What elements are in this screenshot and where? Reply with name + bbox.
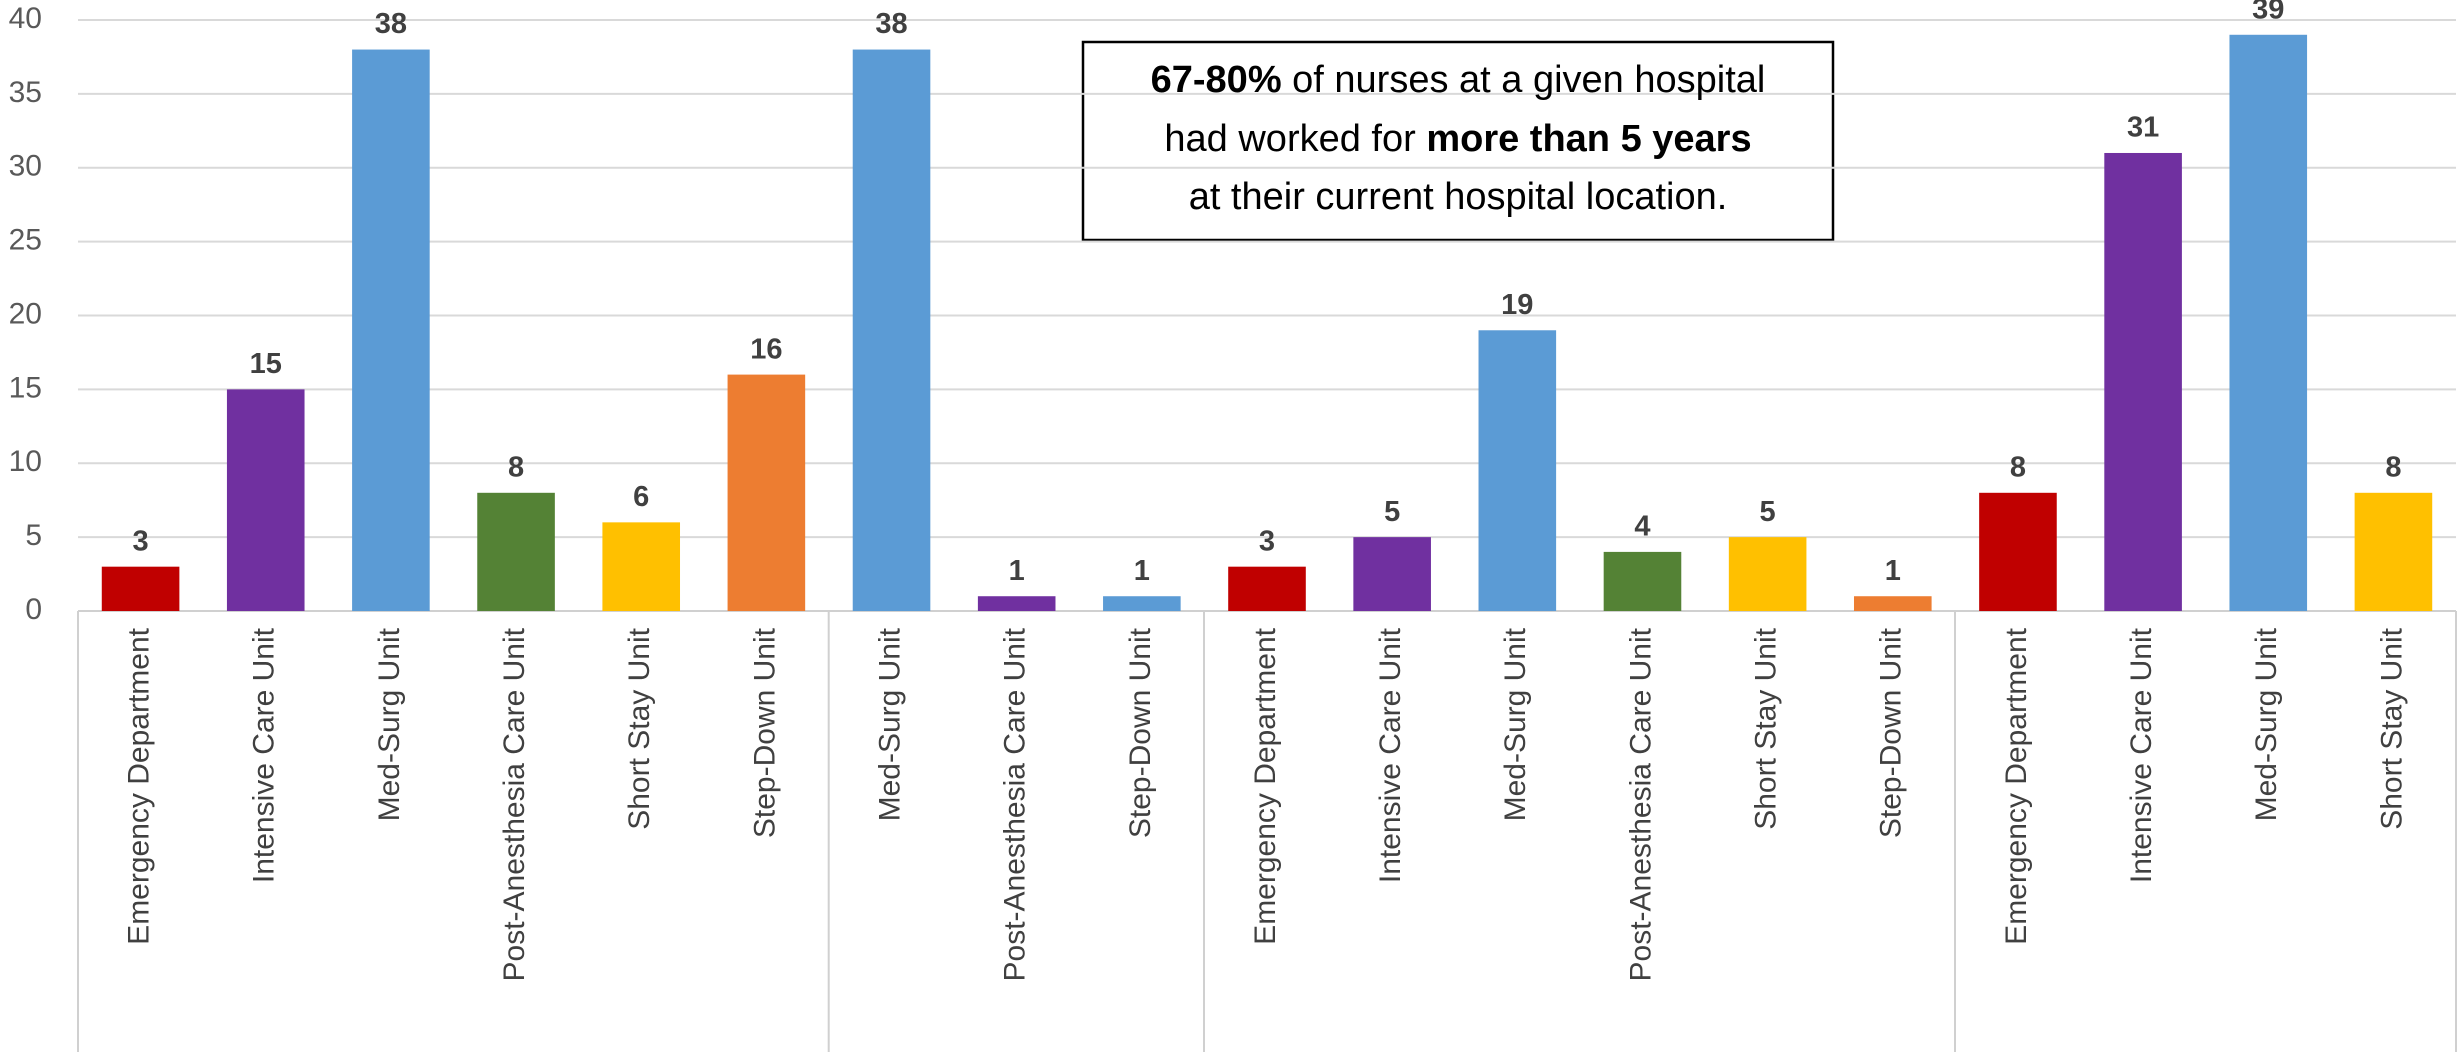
data-label: 1 [1134, 555, 1150, 587]
y-tick-label: 25 [9, 224, 42, 257]
data-label: 8 [2385, 451, 2401, 483]
bar [352, 49, 430, 612]
y-tick-label: 5 [25, 519, 42, 552]
x-tick-label: Short Stay Unit [623, 627, 656, 829]
bar [477, 492, 555, 611]
bar [1478, 330, 1557, 611]
bar [1353, 537, 1431, 611]
bar [101, 566, 180, 611]
y-tick-label: 30 [9, 150, 42, 183]
y-tick-label: 10 [9, 445, 42, 478]
data-label: 8 [2010, 451, 2026, 483]
x-tick-label: Post-Anesthesia Care Unit [999, 627, 1032, 981]
data-label: 19 [1501, 289, 1533, 321]
x-tick-label: Post-Anesthesia Care Unit [498, 627, 531, 981]
bar [1228, 566, 1306, 611]
data-label: 6 [633, 481, 649, 513]
annotation-line: had worked for more than 5 years [1164, 118, 1751, 160]
annotation-line: 67-80% of nurses at a given hospital [1151, 59, 1766, 101]
x-tick-label: Step-Down Unit [1124, 627, 1157, 838]
x-tick-label: Med-Surg Unit [873, 627, 906, 821]
data-label: 5 [1760, 496, 1776, 528]
bar [852, 49, 931, 612]
bar [2354, 492, 2433, 611]
x-tick-label: Short Stay Unit [1750, 627, 1783, 829]
y-tick-label: 15 [9, 371, 42, 404]
x-tick-label: Intensive Care Unit [248, 627, 281, 883]
data-label: 5 [1384, 496, 1400, 528]
bar [2229, 34, 2308, 611]
data-label: 1 [1009, 555, 1025, 587]
bar [1853, 596, 1932, 611]
data-label: 8 [508, 451, 524, 483]
data-label: 1 [1885, 555, 1901, 587]
bar [226, 389, 305, 611]
data-label: 3 [133, 525, 149, 557]
y-tick-label: 40 [9, 2, 42, 35]
y-tick-label: 0 [25, 593, 42, 626]
bar [602, 522, 681, 611]
data-label: 31 [2127, 112, 2159, 144]
data-label: 16 [750, 333, 782, 365]
bar [1603, 551, 1682, 611]
annotation-run: of nurses at a given hospital [1282, 59, 1766, 101]
bar [977, 596, 1056, 611]
data-label: 39 [2252, 0, 2284, 25]
annotation-run: 67-80% [1151, 59, 1282, 101]
x-tick-label: Emergency Department [2000, 627, 2033, 944]
bar [2104, 152, 2182, 611]
data-label: 38 [375, 8, 407, 40]
bar [1979, 492, 2057, 611]
bar [1728, 537, 1807, 611]
bar [1103, 596, 1181, 611]
annotation-box [1081, 40, 1835, 242]
x-tick-label: Emergency Department [1249, 627, 1282, 944]
annotation-run: at their current hospital location. [1189, 176, 1728, 218]
y-tick-label: 20 [9, 297, 42, 330]
data-label: 15 [250, 348, 282, 380]
x-tick-label: Emergency Department [123, 627, 156, 944]
annotation-run: more than 5 years [1426, 118, 1751, 160]
annotation-run: had worked for [1164, 118, 1426, 160]
x-tick-label: Step-Down Unit [1875, 627, 1908, 838]
annotation-line: at their current hospital location. [1189, 176, 1728, 218]
x-tick-label: Med-Surg Unit [1499, 627, 1532, 821]
group-separators [77, 611, 2457, 1052]
y-tick-label: 35 [9, 76, 42, 109]
data-label: 4 [1634, 511, 1650, 543]
x-tick-label: Post-Anesthesia Care Unit [1624, 627, 1657, 981]
x-tick-label: Intensive Care Unit [1374, 627, 1407, 883]
bar [727, 374, 806, 611]
x-tick-label: Med-Surg Unit [373, 627, 406, 821]
x-tick-label: Step-Down Unit [748, 627, 781, 838]
x-tick-label: Intensive Care Unit [2125, 627, 2158, 883]
x-tick-label: Short Stay Unit [2375, 627, 2408, 829]
data-label: 38 [875, 8, 907, 40]
x-tick-label: Med-Surg Unit [2250, 627, 2283, 821]
data-label: 3 [1259, 525, 1275, 557]
